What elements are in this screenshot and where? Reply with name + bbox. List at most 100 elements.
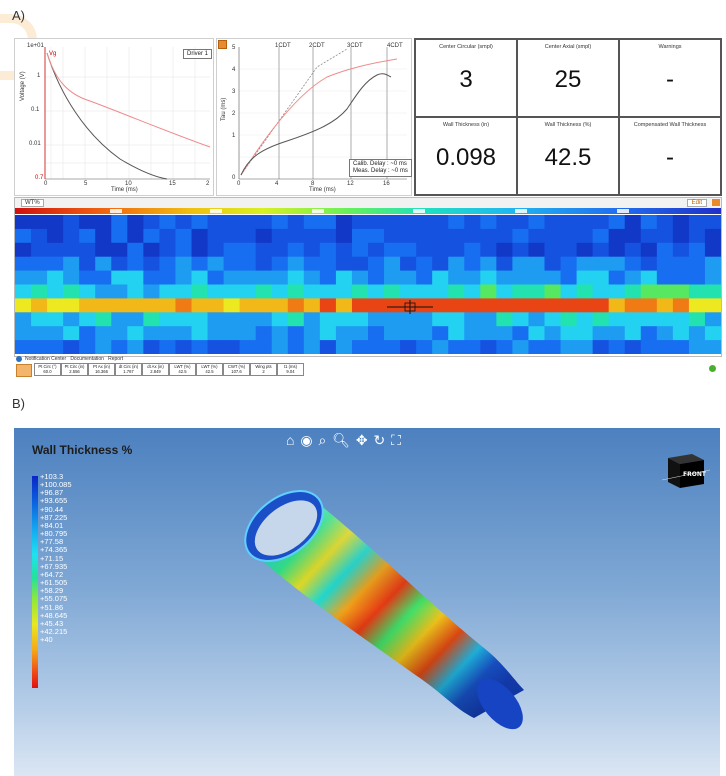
- readout-label: t1 (ms): [283, 364, 298, 369]
- cell-value: 0.098: [435, 144, 497, 171]
- tau-y-tick: 0: [232, 175, 236, 181]
- fullscreen-icon[interactable]: ⛶: [391, 432, 402, 448]
- readout-label: dt Circ (in): [118, 364, 139, 369]
- table-cell: Center Axial (smpl) 25: [517, 39, 619, 117]
- table-cell: Wall Thickness (in) 0.098: [415, 117, 517, 195]
- report-link[interactable]: Report: [108, 356, 124, 362]
- color-legend-bar: [32, 476, 38, 688]
- channel-select[interactable]: WT%: [21, 199, 44, 207]
- scale-ticks: [110, 209, 629, 213]
- legend-value: +71.15: [40, 553, 64, 563]
- readout-label: CWT (%): [227, 364, 246, 369]
- tau-y-tick: 3: [232, 89, 236, 95]
- readout-value: 42.5: [178, 369, 187, 374]
- legend-value: +45.43: [40, 618, 64, 628]
- voltage-y-tick: 0.7: [35, 175, 44, 181]
- tau-x-tick: 0: [237, 181, 241, 187]
- cube-front-label: FRONT: [683, 471, 707, 478]
- zoom-icon[interactable]: 🔍︎: [332, 432, 351, 448]
- readout-value: 9.04: [286, 369, 295, 374]
- heatmap-grid: [15, 215, 721, 354]
- rotate-icon[interactable]: ↻: [373, 432, 387, 448]
- tau-y-tick: 2: [232, 111, 236, 117]
- tau-y-tick: 5: [232, 45, 236, 51]
- readout-value: 1.767: [123, 369, 134, 374]
- legend-value: +84.01: [40, 520, 64, 530]
- cell-value: -: [666, 66, 674, 93]
- tau-info-line: Meas. Delay : ~0 ms: [353, 168, 408, 174]
- legend-value: +64.72: [40, 569, 64, 579]
- readout-value: 60.0: [43, 369, 52, 374]
- 3d-viewer[interactable]: Wall Thickness % +103.3 +100.085 +96.87 +93…: [14, 428, 720, 776]
- readout-label: dt Ax (in): [147, 364, 164, 369]
- voltage-plot: 1e+01 1 0.1 0.01 0.7 Vg Voltage (V) 0 5 …: [14, 38, 214, 196]
- voltage-x-label: Time (ms): [111, 187, 138, 193]
- tau-info-line: Calib. Delay : ~0 ms: [353, 161, 407, 167]
- notification-center-link[interactable]: Notification Center: [25, 356, 67, 362]
- legend-value: +61.505: [40, 578, 68, 588]
- readout-value: 107.6: [231, 369, 242, 374]
- table-cell: Center Circular (smpl) 3: [415, 39, 517, 117]
- readout-label: LWT (%): [174, 364, 191, 369]
- tau-plot-svg: [238, 47, 407, 180]
- home-icon[interactable]: ⌂: [286, 432, 296, 448]
- zoom-box-icon[interactable]: ⌕: [318, 432, 328, 448]
- cell-header: Wall Thickness (%): [544, 122, 592, 128]
- legend-value: +40: [40, 635, 53, 645]
- readout-label: Pt Circ (in): [64, 364, 85, 369]
- cell-header: Center Axial (smpl): [544, 44, 592, 50]
- tau-plot: 1CDT 2CDT 3CDT 4CDT 5 4 3 2 1 0 Tau (ms)…: [216, 38, 412, 196]
- voltage-x-tick: 15: [169, 181, 176, 187]
- voltage-y-tick: 1: [37, 73, 41, 79]
- tau-top-label: 3CDT: [347, 43, 363, 49]
- voltage-x-tick: 10: [125, 181, 132, 187]
- legend-value: +96.87: [40, 488, 64, 498]
- documentation-link[interactable]: Documentation: [70, 356, 104, 362]
- cell-value: 25: [554, 66, 582, 93]
- tau-top-label: 4CDT: [387, 43, 403, 49]
- cell-value: 42.5: [544, 144, 592, 171]
- crosshair-icon: [387, 300, 433, 314]
- tau-top-label: 2CDT: [309, 43, 325, 49]
- view-cube[interactable]: FRONT: [662, 450, 710, 490]
- cell-header: Warnings: [658, 44, 682, 50]
- readout-value: 2: [262, 369, 265, 374]
- tau-x-label: Time (ms): [309, 187, 336, 193]
- legend-value: +100.085: [40, 480, 72, 490]
- readout-cell: dt Circ (in) 1.767: [115, 363, 142, 376]
- menu-icon[interactable]: [712, 199, 720, 206]
- voltage-x-tick: 0: [44, 181, 48, 187]
- readout-cell: LWT (%) 42.5: [169, 363, 196, 376]
- tau-x-tick: 12: [347, 181, 354, 187]
- tau-y-tick: 1: [232, 133, 236, 139]
- settings-icon[interactable]: [218, 40, 227, 49]
- c-scan-heatmap[interactable]: WT% Edit: [14, 197, 722, 357]
- viewer-title: Wall Thickness %: [32, 443, 133, 457]
- edit-button[interactable]: Edit: [686, 199, 707, 207]
- voltage-scale-text: 1e+01: [27, 43, 44, 49]
- cursor-crosshair[interactable]: [387, 300, 433, 314]
- voltage-x-tick: 2: [206, 181, 210, 187]
- readout-cell: Wing pts 2: [250, 363, 277, 376]
- view-icon[interactable]: ◉: [300, 432, 314, 448]
- cell-header: Center Circular (smpl): [439, 44, 493, 50]
- readout-strip: Pt Circ (°) 60.0 Pt Circ (in) 2.556 Pt Ax (i…: [34, 363, 304, 376]
- tau-x-tick: 4: [275, 181, 279, 187]
- viewer-toolbar: ⌂ ◉ ⌕ 🔍︎ ✥ ↻ ⛶: [286, 432, 402, 449]
- readout-cell: LWT (%) 42.5: [196, 363, 223, 376]
- pan-icon[interactable]: ✥: [355, 432, 369, 448]
- voltage-y-tick: 0.01: [29, 141, 41, 147]
- voltage-plot-svg: [44, 47, 211, 180]
- status-bar: Notification Center Documentation Report…: [14, 356, 720, 377]
- readout-label: Wing pts: [255, 364, 272, 369]
- results-table: Center Circular (smpl) 3 Center Axial (sm…: [414, 38, 722, 196]
- legend-value: +51.86: [40, 602, 64, 612]
- pipe-model[interactable]: [14, 428, 720, 776]
- voltage-x-tick: 5: [84, 181, 88, 187]
- info-icon: [16, 356, 22, 362]
- move-icon[interactable]: [16, 364, 32, 377]
- legend-value: +74.365: [40, 545, 68, 555]
- legend-value: +48.645: [40, 610, 68, 620]
- legend-value: +42.215: [40, 626, 68, 636]
- tau-top-label: 1CDT: [275, 43, 291, 49]
